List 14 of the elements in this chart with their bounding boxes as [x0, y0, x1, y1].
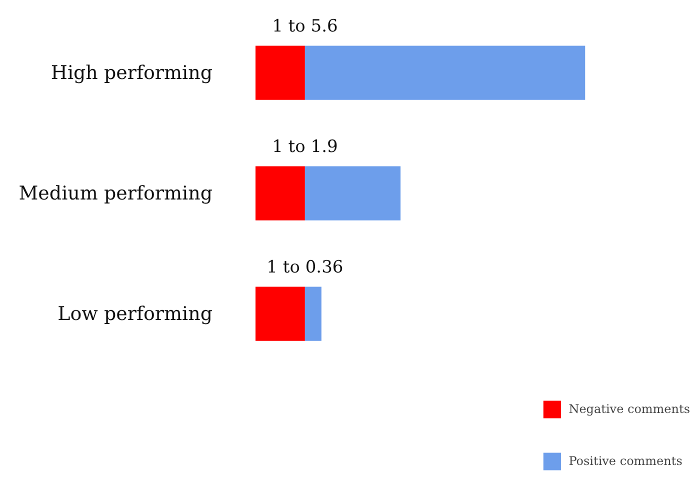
annotation: 1 to 0.36 [266, 258, 344, 278]
annotation: 1 to 1.9 [272, 137, 338, 158]
bar [304, 286, 322, 341]
legend-label: Positive comments [568, 453, 682, 470]
bar [256, 166, 305, 220]
bar [304, 166, 401, 220]
y-tick-label: High performing [50, 62, 213, 84]
annotation: 1 to 5.6 [272, 16, 338, 37]
bar [256, 46, 305, 100]
bar [256, 286, 305, 341]
y-tick-label: Low performing [58, 302, 213, 325]
legend-label: Negative comments [568, 401, 690, 418]
bar [304, 46, 586, 100]
y-tick-label: Medium performing [18, 182, 213, 204]
